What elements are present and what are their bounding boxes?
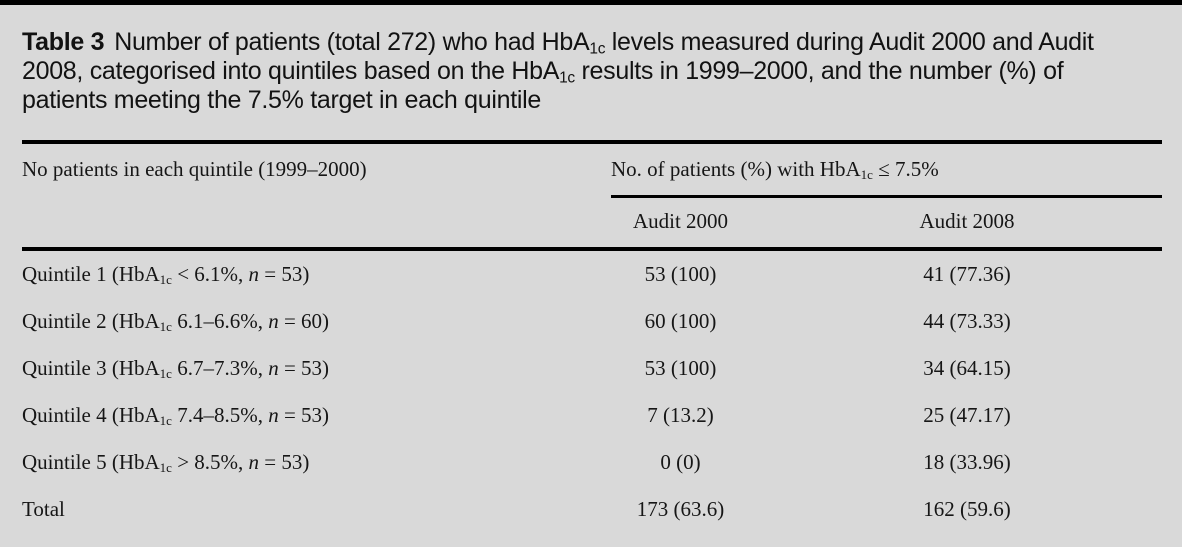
cell-audit-2000: 53 (100) — [644, 262, 717, 286]
header-row-1: No patients in each quintile (1999–2000)… — [22, 142, 1163, 251]
table-row-quintile-1: Quintile 1 (HbA1c < 6.1%, n = 53) 53 (10… — [22, 249, 1162, 298]
cell-audit-2008: 44 (73.33) — [923, 309, 1011, 333]
row-label-count: = 53) — [278, 356, 330, 380]
row-label-count: = 60) — [278, 309, 330, 333]
cell-audit-2008: 25 (47.17) — [923, 403, 1011, 427]
hba1c-quintile-table: No patients in each quintile (1999–2000)… — [22, 140, 1163, 533]
cell-audit-2008: 41 (77.36) — [923, 262, 1011, 286]
cell-audit-2000: 60 (100) — [644, 309, 717, 333]
row-label: Quintile 3 (HbA1c 6.7–7.3%, n = 53) — [22, 345, 589, 392]
row-label-subscript: 1c — [159, 412, 172, 428]
caption-text-1: Number of patients (total 272) who had H… — [114, 28, 590, 56]
row-label-count: = 53) — [278, 403, 330, 427]
spanner-text-2: ≤ 7.5% — [872, 157, 939, 181]
row-label-n: n — [248, 262, 260, 286]
spanner-subscript: 1c — [860, 166, 873, 182]
row-label-range: 6.7–7.3%, — [171, 356, 269, 380]
cell-audit-2008: 162 (59.6) — [923, 497, 1011, 521]
row-label-text: Quintile 1 (HbA — [22, 262, 160, 286]
caption-text-2: levels measured during Audit 2000 and Au… — [22, 28, 1094, 85]
header-row-2: Audit 2000 Audit 2008 — [22, 198, 1163, 251]
row-label-n: n — [268, 356, 279, 380]
row-label-n: n — [248, 450, 260, 474]
row-label-text: Quintile 3 (HbA — [22, 356, 160, 380]
table-row-quintile-2: Quintile 2 (HbA1c 6.1–6.6%, n = 60) 60 (… — [22, 298, 1162, 345]
table-row-quintile-5: Quintile 5 (HbA1c > 8.5%, n = 53) 0 (0) … — [22, 439, 1162, 486]
top-divider-bar — [0, 0, 1182, 5]
row-label-text: Total — [22, 497, 65, 521]
row-label-range: < 6.1%, — [171, 262, 249, 286]
row-label: Quintile 4 (HbA1c 7.4–8.5%, n = 53) — [22, 392, 589, 439]
cell-audit-2000: 7 (13.2) — [647, 403, 714, 427]
spanner-text: No. of patients (%) with HbA — [611, 157, 861, 181]
caption-subscript-1: 1c — [589, 40, 606, 58]
row-label-n: n — [268, 309, 279, 333]
row-label-subscript: 1c — [159, 318, 172, 334]
table-row-total: Total 173 (63.6) 162 (59.6) — [22, 486, 1162, 533]
caption-text-3: results in 1999–2000, and the number (%)… — [22, 57, 1064, 114]
table-row-quintile-3: Quintile 3 (HbA1c 6.7–7.3%, n = 53) 53 (… — [22, 345, 1162, 392]
row-label-count: = 53) — [259, 450, 310, 474]
table-caption-label: Table 3 — [22, 28, 105, 56]
row-label-subscript: 1c — [159, 365, 172, 381]
row-label-subscript: 1c — [159, 459, 172, 475]
cell-audit-2000: 0 (0) — [660, 450, 701, 474]
column-header-audit-2000: Audit 2000 — [589, 198, 772, 251]
row-label-count: = 53) — [259, 262, 310, 286]
cell-audit-2008: 34 (64.15) — [923, 356, 1011, 380]
cell-audit-2000: 53 (100) — [644, 356, 717, 380]
column-group-header-text: No. of patients (%) with HbA1c ≤ 7.5% — [611, 144, 1163, 198]
column-header-audit-2008: Audit 2008 — [772, 198, 1163, 251]
row-label-text: Quintile 2 (HbA — [22, 309, 160, 333]
row-label-n: n — [268, 403, 279, 427]
table-row-quintile-4: Quintile 4 (HbA1c 7.4–8.5%, n = 53) 7 (1… — [22, 392, 1162, 439]
row-label-range: 7.4–8.5%, — [171, 403, 269, 427]
row-label-text: Quintile 5 (HbA — [22, 450, 160, 474]
column-header-quintile: No patients in each quintile (1999–2000) — [22, 142, 589, 251]
cell-audit-2000: 173 (63.6) — [636, 497, 725, 521]
row-label: Quintile 2 (HbA1c 6.1–6.6%, n = 60) — [22, 298, 589, 345]
row-label-subscript: 1c — [159, 271, 172, 287]
row-label: Quintile 5 (HbA1c > 8.5%, n = 53) — [22, 439, 589, 486]
row-label-range: > 8.5%, — [171, 450, 249, 474]
row-label-range: 6.1–6.6%, — [171, 309, 269, 333]
column-group-header-target: No. of patients (%) with HbA1c ≤ 7.5% — [589, 142, 1163, 198]
caption-subscript-2: 1c — [559, 69, 575, 87]
row-label: Total — [22, 486, 589, 533]
row-label-text: Quintile 4 (HbA — [22, 403, 160, 427]
row-label: Quintile 1 (HbA1c < 6.1%, n = 53) — [22, 249, 589, 298]
cell-audit-2008: 18 (33.96) — [923, 450, 1011, 474]
table-caption: Table 3 Number of patients (total 272) wh… — [22, 28, 1147, 115]
